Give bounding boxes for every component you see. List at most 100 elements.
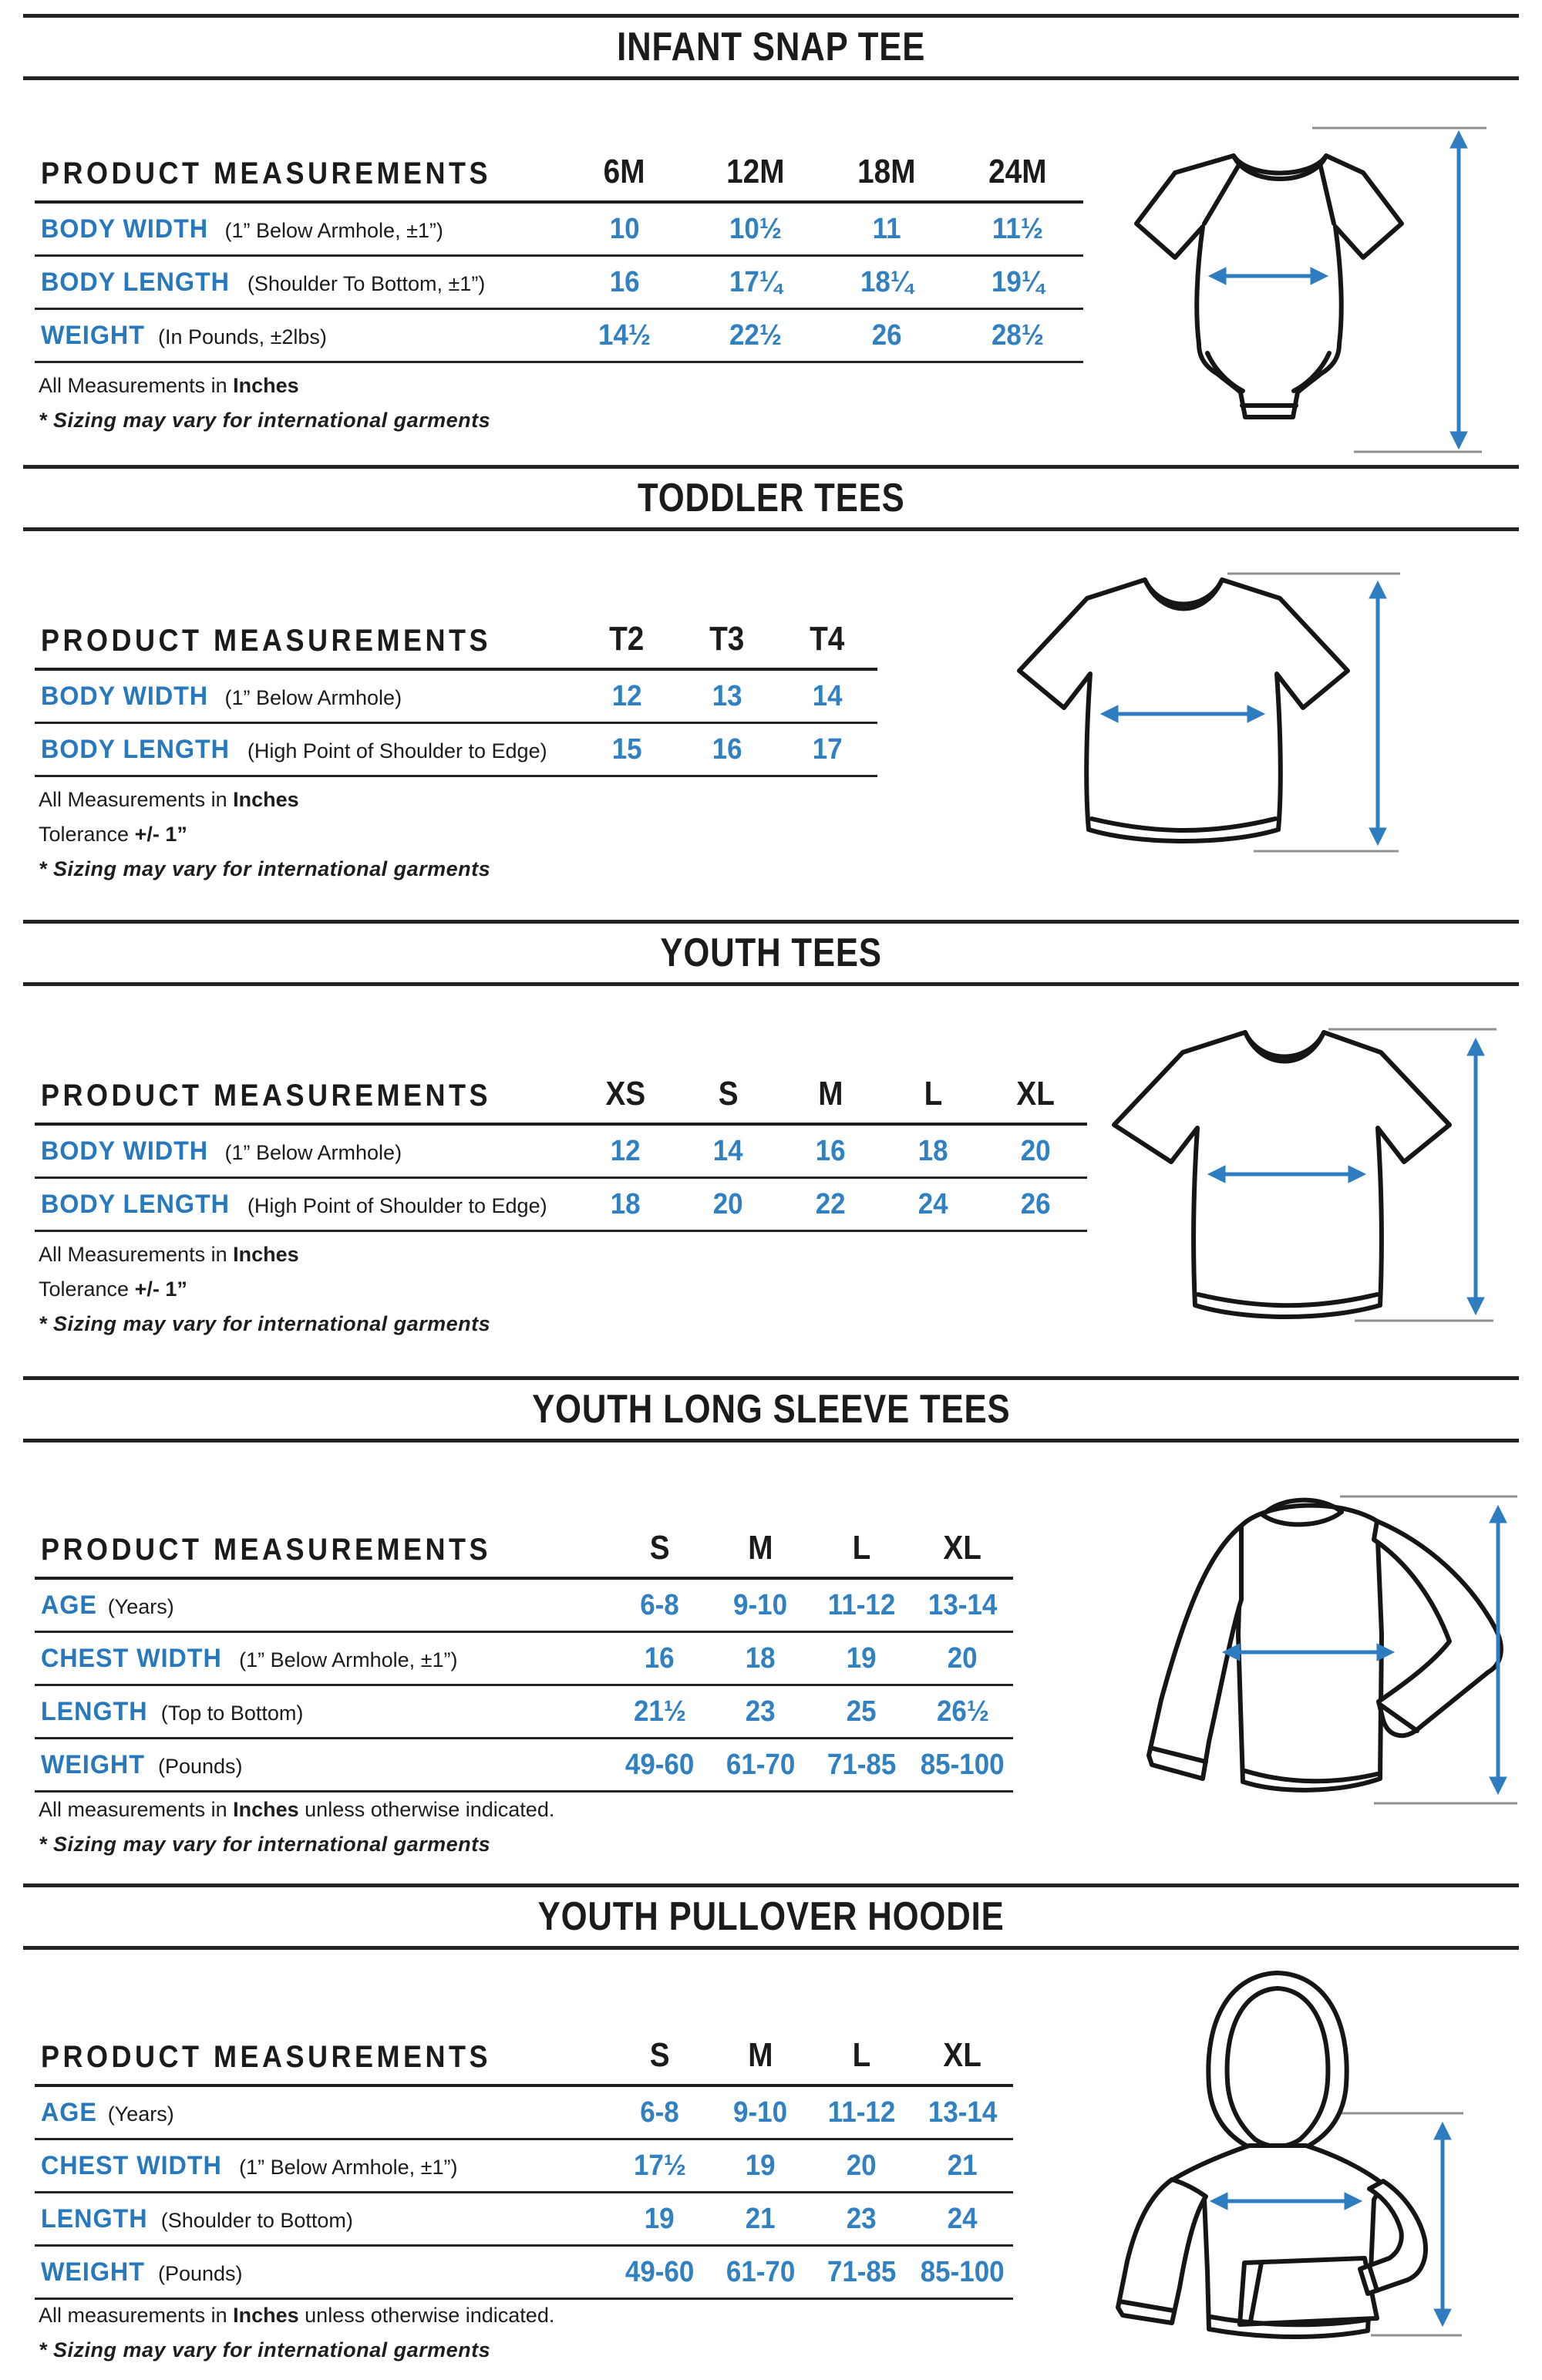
section-infant-snap-tee: INFANT SNAP TEE PRODUCT MEASUREMENTS 6M … (0, 14, 1542, 465)
row-desc: (Pounds) (157, 1754, 243, 1778)
length-arrow (1433, 2121, 1452, 2328)
cell-value: 14½ (598, 318, 651, 352)
size-column-header: M (748, 2036, 773, 2074)
table-row: WEIGHT (In Pounds, ±2lbs) 14½ 22½ 26 28½ (35, 310, 1083, 363)
section-title-band: YOUTH TEES (23, 920, 1519, 986)
cell-value: 17¼ (729, 265, 783, 298)
section-title: YOUTH PULLOVER HOODIE (537, 1894, 1005, 1939)
row-label: BODY LENGTH (41, 1189, 230, 1219)
section-title-band: YOUTH PULLOVER HOODIE (23, 1883, 1519, 1950)
cell-value: 71-85 (827, 1748, 897, 1781)
cell-value: 16 (645, 1641, 675, 1675)
onesie-outline (1134, 153, 1404, 419)
cell-value: 23 (746, 1695, 776, 1728)
body-width-arrow (1207, 1165, 1367, 1183)
cell-value: 25 (847, 1695, 877, 1728)
section-title: YOUTH LONG SLEEVE TEES (531, 1387, 1011, 1432)
size-column-header: L (852, 1529, 871, 1567)
cell-value: 26½ (936, 1695, 989, 1728)
cell-value: 20 (948, 1641, 978, 1675)
size-column-header: T3 (709, 620, 745, 658)
cell-value: 13-14 (928, 2096, 998, 2129)
section-title: YOUTH TEES (660, 931, 882, 975)
measurements-table: PRODUCT MEASUREMENTS S M L XL AGE (Years)… (35, 2035, 1013, 2300)
cell-value: 49-60 (625, 2255, 695, 2288)
note-measurements: All Measurements in Inches (39, 1243, 299, 1266)
cell-value: 16 (816, 1134, 846, 1167)
cell-value: 12 (611, 679, 642, 712)
cell-value: 85-100 (921, 2255, 1005, 2288)
note-measurements: All measurements in Inches unless otherw… (39, 1798, 555, 1821)
cell-value: 10 (609, 212, 640, 245)
row-desc: (Shoulder To Bottom, ±1”) (247, 271, 486, 295)
cell-value: 9-10 (733, 2096, 788, 2129)
row-desc: (Years) (107, 1594, 174, 1618)
table-row: BODY LENGTH (High Point of Shoulder to Ed… (35, 1179, 1087, 1232)
size-column-header: S (649, 2036, 670, 2074)
section-toddler-tees: TODDLER TEES PRODUCT MEASUREMENTS T2 T3 … (0, 465, 1542, 920)
measurements-table: PRODUCT MEASUREMENTS S M L XL AGE (Years)… (35, 1527, 1013, 1793)
table-header-row: PRODUCT MEASUREMENTS S M L XL (35, 1527, 1013, 1580)
size-column-header: 6M (604, 153, 645, 190)
table-header-label: PRODUCT MEASUREMENTS (41, 1533, 492, 1567)
size-column-header: L (852, 2036, 871, 2074)
size-column-header: S (718, 1075, 739, 1113)
section-title-band: YOUTH LONG SLEEVE TEES (23, 1376, 1519, 1442)
table-row: AGE (Years) 6-8 9-10 11-12 13-14 (35, 1580, 1013, 1633)
cell-value: 18 (918, 1134, 948, 1167)
chest-width-arrow (1209, 2192, 1363, 2210)
cell-value: 71-85 (827, 2255, 897, 2288)
measurements-table: PRODUCT MEASUREMENTS XS S M L XL BODY WI… (35, 1073, 1087, 1232)
cell-value: 17½ (633, 2149, 686, 2182)
section-youth-tees: YOUTH TEES PRODUCT MEASUREMENTS XS S M L… (0, 920, 1542, 1376)
table-row: BODY LENGTH (Shoulder To Bottom, ±1”) 16 … (35, 257, 1083, 310)
size-column-header: 18M (857, 153, 916, 190)
row-desc: (Pounds) (157, 2261, 243, 2285)
cell-value: 28½ (991, 318, 1045, 352)
note-sizing: * Sizing may vary for international garm… (39, 2338, 491, 2361)
size-column-header: L (924, 1075, 943, 1113)
section-youth-pullover-hoodie: YOUTH PULLOVER HOODIE PRODUCT MEASUREMEN… (0, 1883, 1542, 2380)
body-length-arrow (1449, 130, 1468, 450)
long-sleeve-tee-outline (1146, 1497, 1503, 1793)
table-row: CHEST WIDTH (1” Below Armhole, ±1”) 16 18… (35, 1633, 1013, 1686)
footnotes: All measurements in Inches unless otherw… (39, 1799, 554, 1868)
row-label: BODY WIDTH (41, 214, 209, 244)
size-column-header: M (748, 1529, 773, 1567)
toddler-tee-diagram (1017, 572, 1400, 853)
cell-value: 22 (816, 1187, 846, 1220)
section-youth-long-sleeve-tees: YOUTH LONG SLEEVE TEES PRODUCT MEASUREME… (0, 1376, 1542, 1883)
footnotes: All Measurements in Inches Tolerance +/-… (39, 789, 490, 893)
measurements-table: PRODUCT MEASUREMENTS 6M 12M 18M 24M BODY… (35, 151, 1083, 363)
section-title: INFANT SNAP TEE (616, 25, 926, 69)
cell-value: 21½ (633, 1695, 686, 1728)
cell-value: 18 (746, 1641, 776, 1675)
row-desc: (1” Below Armhole, ±1”) (239, 2155, 458, 2179)
size-column-header: M (818, 1075, 843, 1113)
cell-value: 24 (948, 2202, 978, 2235)
row-label: WEIGHT (41, 1749, 145, 1779)
cell-value: 12 (611, 1134, 641, 1167)
cell-value: 20 (847, 2149, 877, 2182)
size-column-header: S (649, 1529, 670, 1567)
note-measurements: All measurements in Inches unless otherw… (39, 2304, 555, 2327)
table-header-label: PRODUCT MEASUREMENTS (41, 1079, 492, 1113)
row-desc: (1” Below Armhole, ±1”) (239, 1648, 458, 1671)
cell-value: 6-8 (640, 2096, 679, 2129)
cell-value: 15 (611, 732, 642, 766)
row-label: LENGTH (41, 2203, 148, 2234)
cell-value: 20 (713, 1187, 743, 1220)
section-title-band: TODDLER TEES (23, 465, 1519, 531)
body-length-arrow (1466, 1037, 1485, 1316)
cell-value: 19 (645, 2202, 675, 2235)
row-desc: (High Point of Shoulder to Edge) (247, 1193, 547, 1217)
table-header-row: PRODUCT MEASUREMENTS XS S M L XL (35, 1073, 1087, 1126)
footnotes: All Measurements in Inches * Sizing may … (39, 375, 490, 444)
row-desc: (In Pounds, ±2lbs) (157, 325, 327, 348)
cell-value: 16 (609, 265, 640, 298)
cell-value: 14 (812, 679, 843, 712)
cell-value: 49-60 (625, 1748, 695, 1781)
note-measurements: All Measurements in Inches (39, 788, 299, 811)
row-label: LENGTH (41, 1696, 148, 1726)
size-column-header: XS (605, 1075, 646, 1113)
